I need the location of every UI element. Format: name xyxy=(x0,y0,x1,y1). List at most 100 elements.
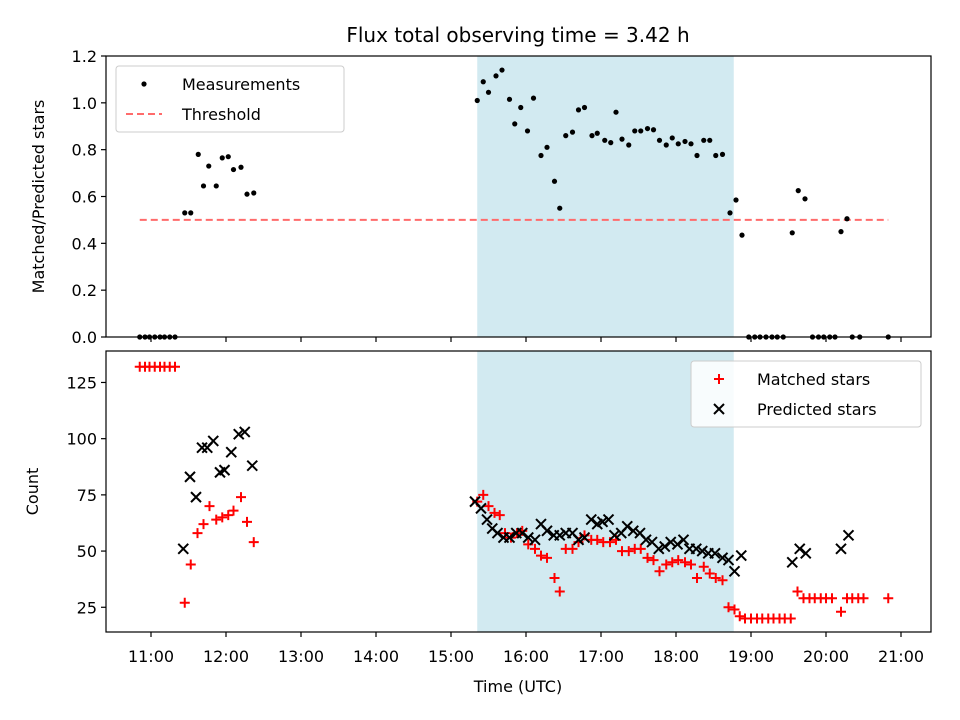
matched-star-marker xyxy=(204,501,215,512)
predicted-star-marker xyxy=(800,547,812,560)
measurement-point xyxy=(569,129,576,135)
legend-box xyxy=(690,360,922,428)
measurement-point xyxy=(544,144,550,150)
measurement-point xyxy=(474,97,480,104)
matched-star-marker xyxy=(792,586,803,597)
predicted-star-marker xyxy=(786,556,798,569)
matched-star-marker xyxy=(692,573,702,584)
predicted-star-marker xyxy=(709,547,721,560)
measurement-point xyxy=(493,73,499,79)
measurement-point xyxy=(188,210,194,216)
matched-star-marker xyxy=(717,575,728,586)
measurement-point xyxy=(251,190,257,196)
measurement-point xyxy=(575,107,582,113)
measurement-point xyxy=(656,137,663,143)
x-tick-label: 20:00 xyxy=(803,647,849,666)
matched-star-marker xyxy=(698,561,709,572)
predicted-star-marker xyxy=(716,552,729,564)
matched-star-marker xyxy=(228,505,239,516)
predicted-star-marker xyxy=(475,502,487,515)
predicted-star-marker xyxy=(627,525,639,537)
measurement-point xyxy=(506,96,513,102)
measurement-point xyxy=(512,121,518,127)
matched-star-marker xyxy=(785,613,796,624)
matched-star-marker xyxy=(223,510,234,521)
predicted-star-marker xyxy=(653,543,665,555)
y-tick-label: 0.6 xyxy=(72,188,97,207)
measurement-point xyxy=(213,183,219,189)
matched-star-marker xyxy=(704,568,715,579)
x-axis-label: Time (UTC) xyxy=(473,677,562,696)
x-tick-label: 17:00 xyxy=(578,647,624,666)
measurement-point xyxy=(669,135,675,141)
predicted-star-marker xyxy=(218,464,231,476)
predicted-star-marker xyxy=(608,529,621,542)
predicted-star-marker xyxy=(596,516,609,528)
top-shaded-interval xyxy=(477,56,734,337)
measurement-point xyxy=(644,125,651,132)
y-tick-label: 125 xyxy=(66,373,97,392)
measurement-point xyxy=(238,164,244,170)
matched-star-marker xyxy=(494,510,505,521)
predicted-star-marker xyxy=(554,529,566,542)
y-tick-label: 0.4 xyxy=(72,234,97,253)
x-tick-label: 15:00 xyxy=(428,647,474,666)
matched-star-marker xyxy=(236,492,246,503)
measurement-point xyxy=(795,188,801,194)
measurement-point xyxy=(551,178,558,184)
bottom-series-matched-stars xyxy=(134,361,894,624)
matched-star-marker xyxy=(623,546,634,557)
measurement-point xyxy=(200,183,207,189)
measurement-point xyxy=(638,128,644,134)
measurement-point xyxy=(608,140,614,146)
matched-star-marker xyxy=(478,489,489,500)
legend-matched-marker xyxy=(714,374,724,384)
measurement-point xyxy=(719,151,726,157)
predicted-star-marker xyxy=(572,534,585,546)
measurement-point xyxy=(206,163,212,169)
predicted-star-marker xyxy=(735,549,747,562)
measurement-point xyxy=(650,127,657,133)
matched-star-marker xyxy=(542,552,552,563)
measurement-point xyxy=(675,141,681,147)
predicted-star-marker xyxy=(665,536,677,548)
matched-star-marker xyxy=(483,501,494,512)
measurement-point xyxy=(663,142,669,148)
measurement-point xyxy=(713,152,719,159)
measurement-point xyxy=(563,133,569,139)
predicted-star-marker xyxy=(522,531,534,544)
measurement-point xyxy=(844,216,850,222)
measurement-point xyxy=(518,104,524,111)
measurement-point xyxy=(195,151,201,157)
matched-star-marker xyxy=(211,514,222,525)
predicted-star-marker xyxy=(696,545,708,557)
matched-star-marker xyxy=(489,507,500,518)
matched-star-marker xyxy=(734,611,745,622)
matched-star-marker xyxy=(554,586,565,597)
predicted-star-marker xyxy=(728,565,741,578)
predicted-star-marker xyxy=(190,491,202,503)
measurement-point xyxy=(727,210,733,216)
measurement-point xyxy=(789,230,795,236)
predicted-star-marker xyxy=(177,543,189,555)
matched-star-marker xyxy=(661,559,672,570)
y-tick-label: 0.0 xyxy=(72,328,97,347)
measurement-point xyxy=(694,152,700,159)
matched-star-marker xyxy=(710,573,721,584)
measurement-point xyxy=(219,155,225,161)
predicted-star-marker xyxy=(671,538,684,551)
y-tick-label: 50 xyxy=(77,542,97,561)
matched-star-marker xyxy=(179,597,190,608)
matched-star-marker xyxy=(592,534,603,545)
matched-star-marker xyxy=(170,361,180,372)
matched-star-marker xyxy=(642,552,653,563)
predicted-star-marker xyxy=(794,543,806,555)
measurement-point xyxy=(613,109,619,115)
predicted-star-marker xyxy=(585,513,597,526)
bottom-y-axis-label: Count xyxy=(23,468,42,516)
chart-title: Flux total observing time = 3.42 h xyxy=(346,23,689,47)
top-y-axis-label: Matched/Predicted stars xyxy=(29,100,48,294)
measurement-point xyxy=(838,229,844,235)
legend-label: Predicted stars xyxy=(757,400,877,419)
